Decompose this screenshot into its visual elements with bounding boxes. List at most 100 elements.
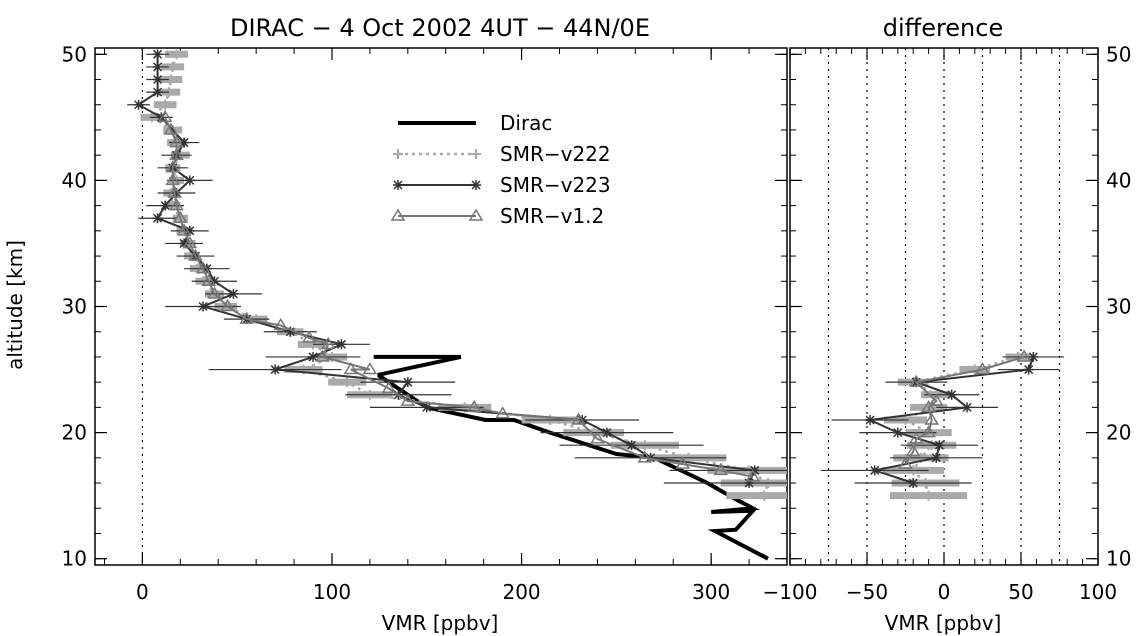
left-series-2-point-29: [133, 99, 144, 110]
legend: Dirac SMR−v222 SMR−v223 SMR−v1.2: [390, 111, 611, 228]
left-series-3-point-1: [713, 462, 728, 476]
left-series-0: [373, 354, 769, 561]
left-xtick-label-2: 200: [502, 580, 540, 604]
left-series-2-point-11: [336, 339, 347, 350]
left-series-2-point-4-ray-3: [602, 428, 612, 438]
right-series-1-point-1: [869, 465, 880, 476]
left-series-3-point-22: [182, 235, 198, 249]
right-series-1-point-3-ray-3: [934, 440, 944, 450]
legend-marker-start-2: [393, 180, 403, 190]
right-plot-area: [820, 349, 1065, 501]
legend-marker-end-3: [468, 208, 484, 221]
left-series-2-point-15-ray-3: [228, 289, 238, 299]
right-ytick-label-r-0: 10: [1106, 547, 1131, 571]
left-series-3-point-5: [571, 412, 586, 425]
left-series-3-point-7: [466, 399, 482, 413]
right-series-2-point-7: [908, 374, 924, 387]
right-series-2-point-2: [908, 431, 924, 444]
left-series-3-point-9: [381, 381, 397, 394]
left-series-2-point-15: [228, 288, 239, 299]
left-series-3-point-24: [172, 210, 188, 223]
right-xtick-label-1: −50: [846, 580, 888, 604]
right-xtick-label-2: 0: [938, 580, 951, 604]
left-series-2-point-32: [152, 61, 163, 72]
left-panel: 0 100 200 300 10 20 30 40 50: [62, 42, 788, 604]
left-series-3-point-20: [195, 261, 211, 274]
left-series-2-point-21: [152, 213, 163, 224]
left-series-3-point-27: [165, 172, 181, 186]
left-series-3-point-21: [188, 248, 203, 261]
right-series-1-point-10: [1028, 351, 1039, 362]
left-series-3-point-15: [273, 317, 289, 331]
left-series-3-point-18: [207, 286, 222, 299]
right-xtick-label-4: 100: [1079, 580, 1117, 604]
left-series-2-point-21-ray-3: [153, 213, 163, 223]
left-series-2-point-31-ray-3: [153, 74, 163, 85]
left-series-3-point-10: [343, 362, 359, 375]
right-series-1-point-4-ray-3: [893, 428, 903, 438]
left-series-3-point-26: [167, 185, 182, 198]
legend-label-1: SMR−v222: [500, 142, 611, 166]
left-ytick-label-3: 40: [62, 168, 87, 192]
left-series-3-point-11: [362, 362, 378, 375]
left-series-3-point-6: [495, 406, 510, 419]
left-series-3-point-30: [169, 135, 184, 148]
right-series-1-point-1-ray-3: [870, 465, 880, 475]
left-series-2-point-16-ray-3: [209, 276, 219, 286]
right-series-1-point-4: [892, 427, 903, 438]
left-series-2-point-11-ray-3: [336, 339, 346, 349]
right-series-2-point-6: [928, 393, 944, 406]
left-series-2-point-29-ray-3: [134, 100, 144, 110]
left-ytick-label-2: 30: [62, 295, 87, 319]
left-series-2-point-0: [744, 478, 755, 489]
legend-marker-end-1: [471, 149, 481, 159]
legend-label-0: Dirac: [500, 111, 552, 135]
legend-marker-start-3: [390, 208, 406, 221]
left-series-3-point-0: [745, 469, 761, 482]
left-series-2-point-24: [184, 175, 195, 186]
left-series-1-point-34: [167, 61, 178, 72]
right-series-2-point-8: [975, 362, 990, 375]
left-series-3-point-25: [169, 198, 184, 211]
right-series-1-point-3: [934, 440, 945, 451]
left-series-2-point-12-ray-3: [285, 327, 295, 337]
right-series-1-point-6: [962, 402, 973, 413]
legend-label-3: SMR−v1.2: [500, 204, 604, 228]
left-series-3-point-12: [315, 349, 330, 362]
left-series-2-point-22: [160, 200, 171, 211]
left-ytick-label-1: 20: [62, 421, 87, 445]
left-xtick-label-3: 300: [692, 580, 730, 604]
left-series-3-point-8: [400, 393, 416, 406]
left-series-1-point-0: [759, 490, 770, 501]
right-series-1-point-2-ray-3: [931, 453, 941, 463]
right-series-1-point-10-ray-3: [1028, 352, 1038, 362]
right-series-2-point-0: [898, 456, 913, 469]
right-series-1-point-5-ray-3: [865, 415, 875, 425]
left-series-3-line: [164, 116, 754, 478]
left-ytick-label-0: 10: [62, 547, 87, 571]
right-series-2-point-1: [905, 444, 921, 457]
left-series-2-point-19-ray-3: [179, 238, 189, 248]
left-series-3-point-4: [590, 431, 605, 444]
legend-marker-start-1: [393, 149, 403, 159]
legend-marker-end-2: [471, 180, 481, 190]
right-series-2-line: [904, 355, 1025, 465]
left-series-2-point-23-ray-3: [171, 188, 182, 198]
left-series-2-point-9-ray-3: [270, 365, 280, 375]
right-series-2-point-5: [921, 399, 936, 413]
right-xtick-label-0: −100: [763, 580, 818, 604]
left-series-3-point-3: [637, 450, 653, 463]
left-series-3-point-2: [675, 456, 691, 469]
left-series-1-line: [149, 53, 770, 496]
right-panel-title: difference: [883, 14, 1003, 42]
left-series-2-point-22-ray-3: [160, 201, 170, 211]
right-xtick-label-3: 50: [1008, 580, 1033, 604]
left-series-2-point-9: [270, 364, 281, 375]
left-series-2-point-10: [308, 351, 319, 362]
right-series-1-point-9-ray-3: [1024, 365, 1034, 375]
left-series-3-point-23: [176, 223, 192, 236]
right-series-1-point-9: [1023, 364, 1034, 375]
left-series-3: [157, 109, 761, 482]
right-series-1: [820, 351, 1065, 489]
